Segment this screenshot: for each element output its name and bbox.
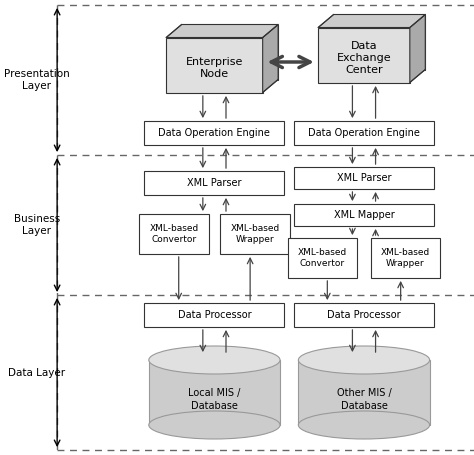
Bar	[145, 171, 284, 195]
Text: Data Processor: Data Processor	[327, 310, 401, 320]
Text: Presentation
Layer: Presentation Layer	[4, 69, 70, 91]
Bar	[294, 167, 434, 189]
Polygon shape	[318, 15, 425, 27]
Text: XML Parser: XML Parser	[187, 178, 242, 188]
Text: XML-based
Wrapper: XML-based Wrapper	[381, 248, 430, 268]
Bar	[139, 214, 209, 254]
Bar	[294, 121, 434, 145]
Bar	[220, 214, 290, 254]
Ellipse shape	[298, 411, 429, 439]
Text: Other MIS /
Database: Other MIS / Database	[337, 388, 392, 411]
Text: Business
Layer: Business Layer	[14, 214, 60, 236]
Bar	[288, 238, 357, 278]
Text: XML Mapper: XML Mapper	[334, 210, 394, 220]
Bar	[149, 360, 280, 425]
Ellipse shape	[298, 346, 429, 374]
Text: Data Operation Engine: Data Operation Engine	[158, 128, 270, 138]
Text: Enterprise
Node: Enterprise Node	[186, 57, 243, 79]
Bar	[182, 25, 278, 80]
Ellipse shape	[149, 411, 280, 439]
Bar	[145, 303, 284, 327]
Text: XML-based
Convertor: XML-based Convertor	[298, 248, 347, 268]
Bar	[371, 238, 440, 278]
Bar	[145, 121, 284, 145]
Bar	[298, 360, 429, 425]
Text: Data Layer: Data Layer	[9, 368, 65, 378]
Text: Data Operation Engine: Data Operation Engine	[308, 128, 420, 138]
Text: Local MIS /
Database: Local MIS / Database	[188, 388, 241, 411]
Polygon shape	[263, 25, 278, 92]
Bar	[294, 303, 434, 327]
Text: XML-based
Convertor: XML-based Convertor	[149, 224, 199, 244]
Bar	[334, 15, 425, 70]
Text: Data Processor: Data Processor	[178, 310, 251, 320]
Bar	[294, 204, 434, 226]
Bar	[318, 27, 410, 82]
Text: XML Parser: XML Parser	[337, 173, 391, 183]
Text: XML-based
Wrapper: XML-based Wrapper	[230, 224, 280, 244]
Bar	[166, 37, 263, 92]
Ellipse shape	[149, 346, 280, 374]
Text: Data
Exchange
Center: Data Exchange Center	[337, 40, 392, 76]
Polygon shape	[166, 25, 278, 37]
Polygon shape	[410, 15, 425, 82]
